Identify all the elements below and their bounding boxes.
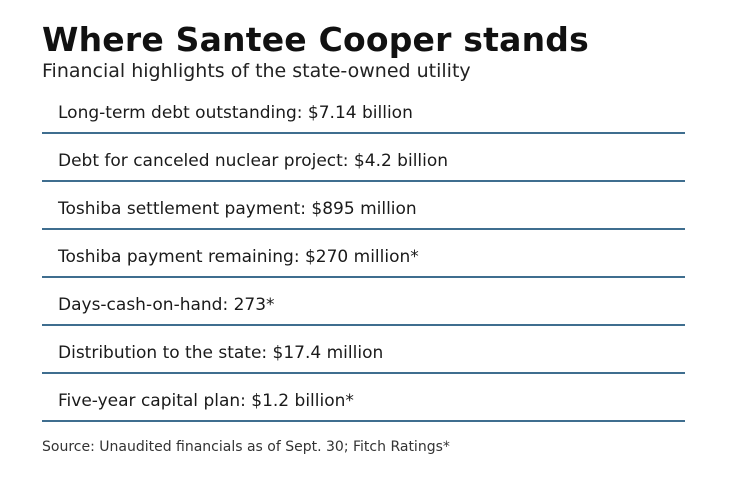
page-subtitle: Financial highlights of the state-owned … bbox=[42, 60, 471, 82]
list-item-toshiba-remaining: Toshiba payment remaining: $270 million* bbox=[42, 230, 685, 278]
list-item-text: Days-cash-on-hand: 273* bbox=[58, 295, 275, 315]
list-item-long-term-debt: Long-term debt outstanding: $7.14 billio… bbox=[42, 86, 685, 134]
list-item-days-cash: Days-cash-on-hand: 273* bbox=[42, 278, 685, 326]
list-item-text: Distribution to the state: $17.4 million bbox=[58, 343, 384, 363]
list-item-text: Five-year capital plan: $1.2 billion* bbox=[58, 391, 354, 411]
list-item-toshiba-settlement: Toshiba settlement payment: $895 million bbox=[42, 182, 685, 230]
list-item-capital-plan: Five-year capital plan: $1.2 billion* bbox=[42, 374, 685, 422]
list-item-nuclear-debt: Debt for canceled nuclear project: $4.2 … bbox=[42, 134, 685, 182]
source-note: Source: Unaudited financials as of Sept.… bbox=[42, 439, 450, 455]
list-item-text: Toshiba settlement payment: $895 million bbox=[58, 199, 417, 219]
list-item-text: Debt for canceled nuclear project: $4.2 … bbox=[58, 151, 449, 171]
list-item-state-distribution: Distribution to the state: $17.4 million bbox=[42, 326, 685, 374]
list-item-text: Toshiba payment remaining: $270 million* bbox=[58, 247, 419, 267]
list-item-text: Long-term debt outstanding: $7.14 billio… bbox=[58, 103, 413, 123]
page-title: Where Santee Cooper stands bbox=[42, 20, 589, 59]
highlights-list: Long-term debt outstanding: $7.14 billio… bbox=[42, 86, 685, 422]
